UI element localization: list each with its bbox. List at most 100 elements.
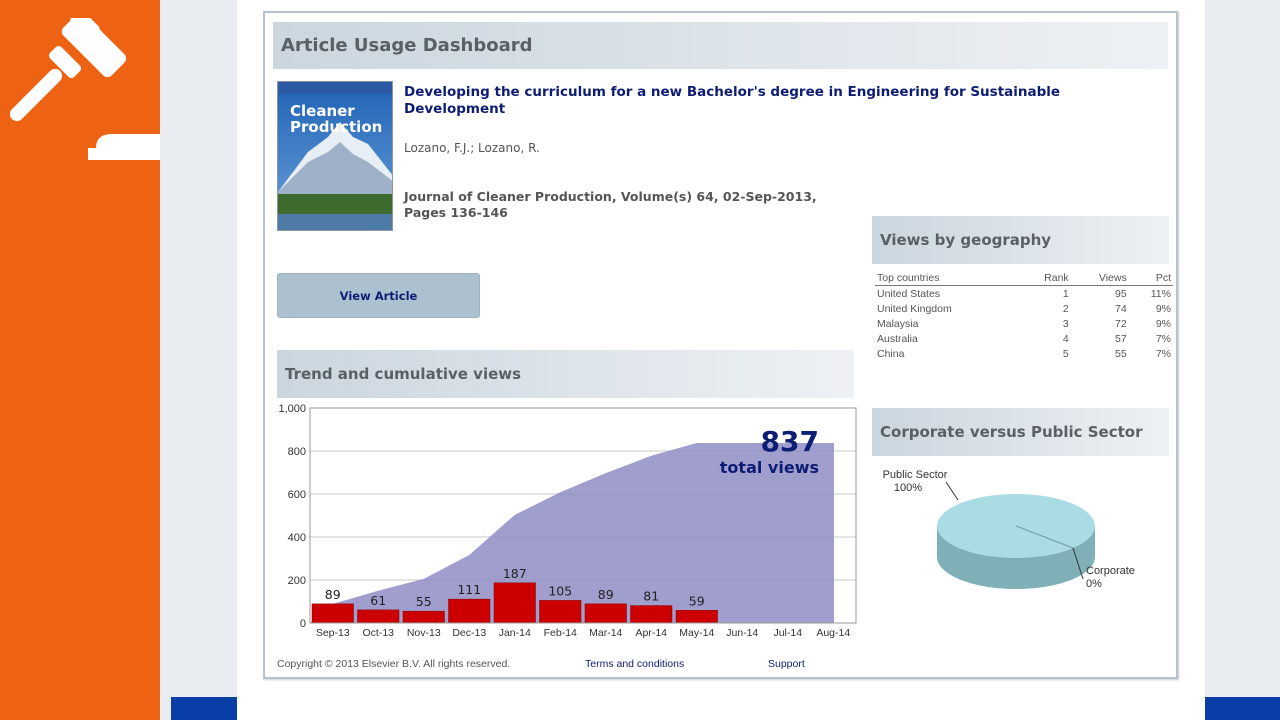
table-row: Australia 4 57 7% xyxy=(875,331,1173,346)
col-rank: Rank xyxy=(1018,271,1071,286)
footer-accent-left xyxy=(171,697,237,720)
x-tick-label: Apr-14 xyxy=(635,627,667,639)
pct-cell: 9% xyxy=(1155,302,1171,315)
bar-value-label: 89 xyxy=(598,587,614,602)
x-tick-label: Jul-14 xyxy=(773,627,802,639)
pie-label-corporate: Corporate xyxy=(1086,565,1135,577)
col-pct: Pct xyxy=(1128,271,1173,286)
article-title-link[interactable]: Developing the curriculum for a new Bach… xyxy=(404,84,1061,117)
views-cell: 74 xyxy=(1115,302,1127,315)
x-tick-label: Feb-14 xyxy=(544,627,577,639)
x-tick-label: Jan-14 xyxy=(499,627,531,639)
x-tick-label: Aug-14 xyxy=(816,627,850,639)
col-top-countries: Top countries xyxy=(875,271,1019,286)
x-tick-label: Sep-13 xyxy=(316,627,350,639)
country-cell: United States xyxy=(877,287,941,300)
views-cell: 72 xyxy=(1115,317,1127,330)
bar-value-label: 105 xyxy=(548,583,572,598)
article-usage-dashboard: Article Usage Dashboard Cleaner Producti… xyxy=(263,11,1178,679)
col-views: Views xyxy=(1070,271,1129,286)
x-tick-label: Mar-14 xyxy=(589,627,622,639)
rank-cell: 3 xyxy=(1062,317,1069,330)
bar-value-label: 187 xyxy=(503,566,527,581)
geography-table: Top countries Rank Views Pct United Stat… xyxy=(875,271,1173,361)
bar-value-label: 59 xyxy=(689,593,705,608)
total-views-label: total views xyxy=(720,458,819,477)
monthly-views-bar xyxy=(357,609,400,624)
monthly-views-bar xyxy=(630,605,673,624)
journal-citation-line2: Pages 136-146 xyxy=(404,205,508,220)
country-cell: Malaysia xyxy=(877,317,919,330)
country-cell: Australia xyxy=(877,332,918,345)
terms-link[interactable]: Terms and conditions xyxy=(585,658,685,670)
x-tick-label: Nov-13 xyxy=(407,627,441,639)
bar-value-label: 89 xyxy=(325,587,341,602)
y-tick-label: 1,000 xyxy=(278,403,306,415)
pct-cell: 11% xyxy=(1150,287,1171,300)
table-row: Malaysia 3 72 9% xyxy=(875,316,1173,331)
rank-cell: 1 xyxy=(1062,287,1069,300)
geography-table-header: Top countries Rank Views Pct xyxy=(875,271,1173,286)
side-accent-bar xyxy=(0,0,160,720)
views-cell: 95 xyxy=(1115,287,1127,300)
views-cell: 57 xyxy=(1115,332,1127,345)
monthly-views-bar xyxy=(402,610,445,624)
cover-title-line2: Production xyxy=(290,118,382,136)
country-cell: United Kingdom xyxy=(877,302,952,315)
monthly-views-bar xyxy=(675,610,718,624)
geography-section-header: Views by geography xyxy=(872,216,1169,264)
pct-cell: 7% xyxy=(1155,332,1171,345)
sector-pie-chart: Public Sector 100% Corporate 0% xyxy=(883,469,1135,590)
leader-line-corporate xyxy=(1072,547,1084,580)
y-tick-label: 400 xyxy=(288,532,306,544)
view-article-button[interactable]: View Article xyxy=(277,273,480,318)
rank-cell: 2 xyxy=(1062,302,1069,315)
cumulative-views-area xyxy=(310,443,834,623)
pie-label-public-sector: Public Sector xyxy=(883,469,948,481)
monthly-views-bar xyxy=(493,582,536,624)
table-row: United Kingdom 2 74 9% xyxy=(875,301,1173,316)
x-tick-label: Oct-13 xyxy=(362,627,394,639)
x-tick-label: Dec-13 xyxy=(452,627,486,639)
bar-value-label: 81 xyxy=(643,589,659,604)
footer-accent-right xyxy=(1205,697,1280,720)
cover-title-line1: Cleaner xyxy=(290,102,355,120)
views-cell: 55 xyxy=(1115,347,1127,360)
pct-cell: 9% xyxy=(1155,317,1171,330)
pct-cell: 7% xyxy=(1155,347,1171,360)
x-tick-label: Jun-14 xyxy=(726,627,758,639)
trend-section-header: Trend and cumulative views xyxy=(277,350,854,398)
table-row: China 5 55 7% xyxy=(875,346,1173,361)
y-tick-label: 0 xyxy=(300,618,306,630)
article-authors: Lozano, F.J.; Lozano, R. xyxy=(404,141,540,155)
pie-slice-corporate xyxy=(1015,525,1074,549)
gavel-icon xyxy=(9,18,160,160)
monthly-views-bar xyxy=(539,600,582,624)
bar-value-label: 61 xyxy=(370,593,386,608)
journal-citation-line1: Journal of Cleaner Production, Volume(s)… xyxy=(404,189,817,204)
monthly-views-bar xyxy=(584,603,627,624)
y-tick-label: 200 xyxy=(288,575,306,587)
leader-line-public xyxy=(945,481,959,501)
support-link[interactable]: Support xyxy=(768,658,805,670)
dashboard-title: Article Usage Dashboard xyxy=(273,22,1168,69)
trend-chart: 89 61 55 111 187 105 89 81 59 0 200 400 600 800 1,000… xyxy=(278,403,857,639)
journal-cover-image[interactable]: Cleaner Production xyxy=(277,81,393,231)
bar-value-label: 55 xyxy=(416,594,432,609)
total-views-number: 837 xyxy=(761,425,819,458)
rank-cell: 5 xyxy=(1062,347,1069,360)
bar-value-label: 111 xyxy=(457,582,481,597)
copyright-text: Copyright © 2013 Elsevier B.V. All right… xyxy=(277,658,511,670)
sector-section-header: Corporate versus Public Sector xyxy=(872,408,1169,456)
y-tick-label: 800 xyxy=(288,446,306,458)
country-cell: China xyxy=(877,347,905,360)
table-row: United States 1 95 11% xyxy=(875,286,1173,302)
monthly-views-bar xyxy=(448,598,491,624)
rank-cell: 4 xyxy=(1062,332,1069,345)
x-tick-label: May-14 xyxy=(679,627,714,639)
pie-value-public-sector: 100% xyxy=(894,482,922,494)
y-tick-label: 600 xyxy=(288,489,306,501)
monthly-views-bar xyxy=(311,603,354,624)
journal-citation: Journal of Cleaner Production, Volume(s)… xyxy=(404,189,844,221)
pie-value-corporate: 0% xyxy=(1086,578,1102,590)
